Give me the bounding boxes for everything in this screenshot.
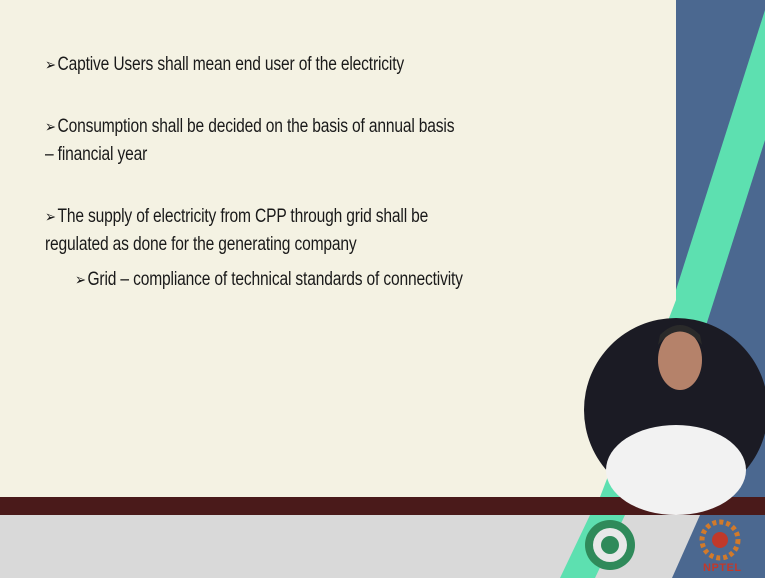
- bullet-text: Consumption shall be decided on the basi…: [45, 116, 454, 138]
- bullet-text: The supply of electricity from CPP throu…: [45, 206, 428, 228]
- bullet-text: regulated as done for the generating com…: [45, 234, 357, 256]
- presenter: [584, 318, 765, 515]
- bullet-text: Captive Users shall mean end user of the…: [45, 54, 404, 76]
- page: {"slide": {"bullets": [ {"lines": ["Capt…: [0, 0, 765, 578]
- sub-bullet-text: Grid – compliance of technical standards…: [75, 269, 463, 291]
- logo-label: NPTEL: [703, 562, 742, 574]
- iit-logo: [585, 520, 635, 570]
- bullet-text: – financial year: [45, 144, 147, 166]
- footer-area: [0, 515, 765, 578]
